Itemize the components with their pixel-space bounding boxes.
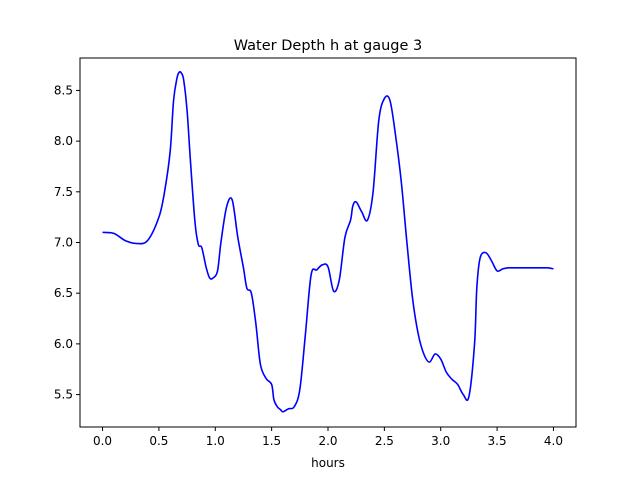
chart-title: Water Depth h at gauge 3 xyxy=(234,38,422,54)
y-tick-label: 7.5 xyxy=(54,185,73,199)
series-line xyxy=(102,70,554,413)
y-axis-ticks: 5.5 6.0 6.5 7.0 7.5 8.0 8.5 xyxy=(54,83,80,402)
y-tick-label: 6.0 xyxy=(54,337,73,351)
plot-area xyxy=(102,70,554,413)
x-tick-label: 3.0 xyxy=(431,434,450,448)
axes-frame xyxy=(79,57,577,428)
x-axis-label: hours xyxy=(311,456,345,470)
x-axis-ticks: 0.0 0.5 1.0 1.5 2.0 2.5 3.0 3.5 4.0 xyxy=(93,427,563,448)
y-tick-label: 8.5 xyxy=(54,83,73,97)
y-tick-label: 8.0 xyxy=(54,134,73,148)
x-tick-label: 2.0 xyxy=(318,434,337,448)
y-tick-label: 5.5 xyxy=(54,388,73,402)
x-tick-label: 4.0 xyxy=(544,434,563,448)
y-tick-label: 7.0 xyxy=(54,236,73,250)
x-tick-label: 1.0 xyxy=(206,434,225,448)
x-tick-label: 3.5 xyxy=(488,434,507,448)
x-tick-label: 2.5 xyxy=(375,434,394,448)
y-tick-label: 6.5 xyxy=(54,286,73,300)
x-tick-label: 0.5 xyxy=(149,434,168,448)
x-tick-label: 0.0 xyxy=(93,434,112,448)
x-tick-label: 1.5 xyxy=(262,434,281,448)
